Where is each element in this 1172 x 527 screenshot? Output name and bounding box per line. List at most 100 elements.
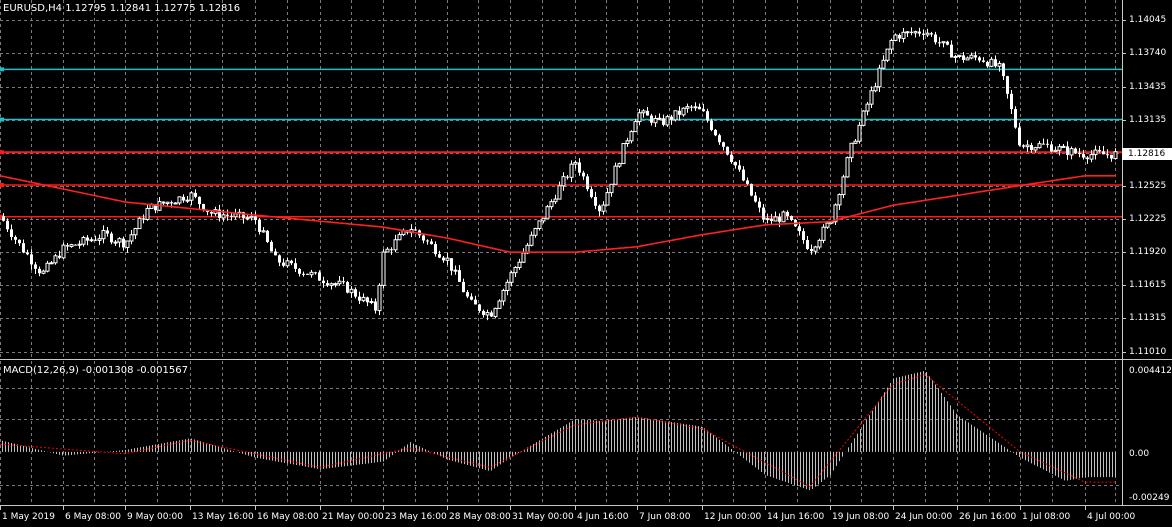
horizontal-levels — [0, 67, 1122, 219]
candle-body-bear — [910, 31, 913, 33]
candle-body-bull — [233, 213, 238, 218]
candle-body-bull — [633, 121, 638, 133]
candle-body-bull — [673, 110, 678, 121]
candle-body-bull — [601, 204, 606, 212]
candle-body-bull — [773, 216, 778, 222]
candle-body-bull — [513, 266, 518, 274]
candle-body-bear — [650, 115, 653, 123]
candle-body-bear — [566, 176, 569, 178]
candle-body-bear — [646, 110, 649, 116]
level-anchor — [0, 67, 4, 72]
candle-body-bull — [553, 198, 558, 203]
candle-body-bull — [145, 207, 150, 221]
level-anchor — [0, 183, 4, 188]
candle-body-bull — [185, 199, 190, 202]
candle-body-bear — [30, 254, 33, 265]
candle-body-bear — [106, 230, 109, 234]
candle-body-bear — [270, 241, 273, 252]
candle-body-bull — [377, 284, 382, 312]
candle-body-bull — [485, 311, 490, 316]
macd-tick-label: 0.00 — [1129, 449, 1150, 459]
candle-body-bear — [1074, 148, 1077, 153]
candle-body-bull — [505, 281, 510, 291]
candle-body-bear — [938, 42, 941, 44]
time-tick-label: 21 May 00:00 — [322, 512, 384, 522]
moving-average-series — [0, 175, 1116, 253]
candle-body-bear — [922, 33, 925, 35]
candle-body-bull — [97, 238, 102, 241]
candle-body-bull — [285, 260, 290, 267]
candle-body-bear — [314, 272, 317, 274]
candle-body-bull — [333, 283, 338, 286]
candle-body-bull — [629, 131, 634, 142]
candle-body-bear — [478, 304, 481, 311]
candle-body-bull — [561, 176, 566, 187]
candle-body-bear — [798, 226, 801, 232]
candle-body-bull — [45, 262, 50, 272]
candle-body-bull — [653, 117, 658, 124]
time-tick-label: 31 May 00:00 — [512, 512, 574, 522]
candle-body-bear — [778, 216, 781, 222]
candle-body-bear — [738, 165, 741, 170]
candle-body-bear — [122, 238, 125, 248]
candle-body-bull — [617, 163, 622, 167]
candle-body-bull — [221, 214, 226, 219]
candle-body-bear — [1030, 145, 1033, 151]
candle-body-bear — [354, 289, 357, 297]
level-anchor — [0, 150, 4, 155]
candle-body-bull — [901, 31, 906, 40]
candle-body-bear — [450, 258, 453, 271]
candle-body-bull — [529, 234, 534, 246]
candle-body-bull — [177, 196, 182, 204]
time-tick-label: 16 May 08:00 — [257, 512, 319, 522]
candle-body-bull — [861, 110, 866, 126]
candle-body-bull — [821, 226, 826, 241]
candle-body-bear — [722, 142, 725, 147]
candle-body-bull — [381, 251, 386, 286]
candle-body-bull — [941, 41, 946, 44]
price-tick-label: 1.11920 — [1129, 247, 1167, 257]
candle-body-bull — [501, 289, 506, 302]
time-tick-label: 19 Jun 08:00 — [832, 512, 890, 522]
candle-body-bull — [361, 296, 366, 302]
price-tick-label: 1.12525 — [1129, 181, 1167, 191]
time-tick-label: 6 May 08:00 — [65, 512, 121, 522]
candle-body-bull — [641, 110, 646, 114]
candle-body-bear — [734, 161, 737, 166]
candle-body-bull — [569, 163, 574, 178]
candle-body-bull — [837, 194, 842, 206]
candle-body-bear — [194, 192, 197, 197]
candle-body-bull — [1037, 143, 1042, 149]
candle-body-bull — [853, 140, 858, 144]
candle-body-bull — [893, 34, 898, 41]
candle-body-bear — [1018, 127, 1021, 146]
candle-body-bull — [49, 262, 54, 265]
candle-body-bear — [770, 218, 773, 222]
candle-body-bull — [913, 31, 918, 34]
candle-body-bear — [202, 204, 205, 211]
candlestick-series — [2, 27, 1118, 321]
macd-histogram — [2, 371, 1116, 491]
candle-body-bull — [493, 307, 498, 318]
candle-body-bear — [1050, 144, 1053, 152]
candle-body-bear — [802, 231, 805, 241]
candle-body-bear — [94, 239, 97, 241]
candle-body-bear — [182, 196, 185, 201]
time-tick-label: 7 Jun 08:00 — [639, 512, 691, 522]
candle-body-bear — [14, 236, 17, 240]
candle-body-bear — [34, 264, 37, 269]
candle-body-bull — [849, 142, 854, 159]
level-anchor — [0, 117, 4, 122]
time-tick-label: 23 May 16:00 — [385, 512, 447, 522]
candle-body-bull — [989, 58, 994, 67]
candle-body-bear — [1066, 146, 1069, 155]
time-tick-label: 14 Jun 16:00 — [767, 512, 825, 522]
candle-body-bear — [438, 254, 441, 258]
candle-body-bear — [698, 106, 701, 110]
candle-body-bear — [66, 245, 69, 247]
candle-body-bear — [1022, 145, 1025, 147]
time-tick-label: 26 Jun 16:00 — [959, 512, 1017, 522]
candle-body-bear — [466, 292, 469, 297]
candle-body-bear — [762, 207, 765, 220]
